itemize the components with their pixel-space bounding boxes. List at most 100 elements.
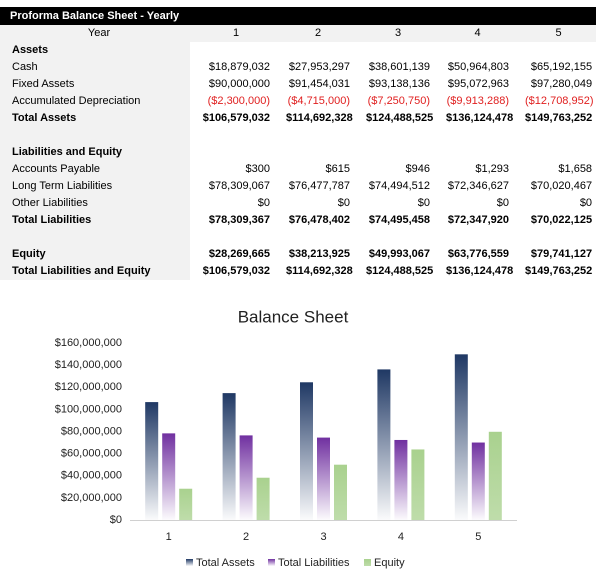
y-tick-label: $20,000,000 xyxy=(61,492,122,504)
cell-value: $27,953,297 xyxy=(288,61,350,73)
x-tick-label: 4 xyxy=(398,531,404,543)
row: Other Liabilities $0 $0 $0 $0 $0 xyxy=(0,195,596,212)
cell-value: $79,741,127 xyxy=(530,248,593,260)
cell-value: $76,478,402 xyxy=(288,214,350,226)
chart-title: Balance Sheet xyxy=(238,307,349,326)
row: Equity $28,269,665 $38,213,925 $49,993,067 $… xyxy=(0,246,596,263)
cell-value: $72,347,920 xyxy=(447,214,509,226)
cell-value: ($12,708,952) xyxy=(525,95,594,107)
cell-value: $106,579,032 xyxy=(202,265,270,277)
bar xyxy=(162,433,176,520)
bar xyxy=(239,435,253,520)
y-tick-label: $40,000,000 xyxy=(61,470,122,482)
bar xyxy=(394,439,408,520)
table-title: Proforma Balance Sheet - Yearly xyxy=(0,7,597,25)
cell-value: ($7,250,750) xyxy=(367,95,430,107)
header-row: Year 1 2 3 4 5 xyxy=(0,25,597,42)
balance-table: Proforma Balance Sheet - Yearly Year 1 2 3 4… xyxy=(0,7,597,280)
cell-value: $63,776,559 xyxy=(447,248,509,260)
cell-value: ($9,913,288) xyxy=(446,95,509,107)
bar xyxy=(471,442,485,520)
row: Fixed Assets $90,000,000 $91,454,031 $93,13… xyxy=(0,76,596,93)
cell-value: $0 xyxy=(257,197,270,209)
row-label: Accumulated Depreciation xyxy=(0,93,190,110)
y-tick-label: $100,000,000 xyxy=(55,403,122,415)
spacer-row xyxy=(0,229,596,246)
cell-value: $50,964,803 xyxy=(447,61,509,73)
cell-value: ($4,715,000) xyxy=(287,95,350,107)
x-tick-label: 3 xyxy=(320,531,326,543)
row-label: Total Liabilities xyxy=(0,212,190,229)
cell-value: $18,879,032 xyxy=(208,61,270,73)
cell-value: $149,763,252 xyxy=(525,112,593,124)
cell-value: $90,000,000 xyxy=(208,78,270,90)
cell-value: $0 xyxy=(496,197,509,209)
bar xyxy=(454,354,468,520)
row-label: Cash xyxy=(0,59,190,76)
cell-value: $1,658 xyxy=(558,163,593,175)
row-label: Total Assets xyxy=(0,110,190,127)
row: Accounts Payable $300 $615 $946 $1,293 $1,658 xyxy=(0,161,596,178)
row-label: Liabilities and Equity xyxy=(0,144,190,161)
cell-value: $124,488,525 xyxy=(366,112,434,124)
row: Total Liabilities and Equity $106,579,032… xyxy=(0,263,596,280)
cell-value: $74,495,458 xyxy=(368,214,430,226)
cell-value: $93,138,136 xyxy=(368,78,430,90)
cell-value: $70,022,125 xyxy=(530,214,593,226)
legend-label: Total Assets xyxy=(196,557,255,569)
cell-value: $136,124,478 xyxy=(446,112,514,124)
y-tick-label: $0 xyxy=(110,514,122,526)
year-header: 1 xyxy=(190,25,274,42)
row-label: Other Liabilities xyxy=(0,195,190,212)
row: Total Liabilities $78,309,367 $76,478,402 $… xyxy=(0,212,596,229)
cell-value: $149,763,252 xyxy=(525,265,593,277)
bar xyxy=(334,464,347,520)
cell-value: $74,494,512 xyxy=(368,180,430,192)
row-label: Assets xyxy=(0,42,190,59)
cell-value: $1,293 xyxy=(475,163,509,175)
cell-value: $106,579,032 xyxy=(202,112,270,124)
row: Cash $18,879,032 $27,953,297 $38,601,139 $50… xyxy=(0,59,596,76)
legend-swatch xyxy=(364,559,371,566)
row-label: Fixed Assets xyxy=(0,76,190,93)
cell-value: $78,309,367 xyxy=(208,214,270,226)
bar xyxy=(317,437,330,520)
x-tick-label: 1 xyxy=(166,531,172,543)
cell-value: $65,192,155 xyxy=(530,61,593,73)
y-tick-label: $80,000,000 xyxy=(61,425,122,437)
bar xyxy=(145,402,159,520)
cell-value: $0 xyxy=(417,197,430,209)
cell-value: $38,213,925 xyxy=(288,248,350,260)
year-header: 4 xyxy=(434,25,513,42)
bar xyxy=(179,488,193,520)
cell-value: $95,072,963 xyxy=(447,78,509,90)
title-row: Proforma Balance Sheet - Yearly xyxy=(0,7,597,25)
cell-value: $114,692,328 xyxy=(286,265,353,277)
row: Long Term Liabilities $78,309,067 $76,477,… xyxy=(0,178,596,195)
row: Total Assets $106,579,032 $114,692,328 $124… xyxy=(0,110,596,127)
year-header: 2 xyxy=(274,25,354,42)
spacer-row xyxy=(0,127,596,144)
row-label: Equity xyxy=(0,246,190,263)
cell-value: $91,454,031 xyxy=(288,78,350,90)
row-label: Accounts Payable xyxy=(0,161,190,178)
y-tick-label: $120,000,000 xyxy=(55,381,122,393)
year-header: 5 xyxy=(513,25,597,42)
cell-value: $76,477,787 xyxy=(288,180,350,192)
row: Liabilities and Equity xyxy=(0,144,596,161)
y-tick-label: $140,000,000 xyxy=(55,359,122,371)
cell-value: $300 xyxy=(245,163,270,175)
cell-value: $136,124,478 xyxy=(446,265,514,277)
x-tick-label: 5 xyxy=(475,531,481,543)
bar xyxy=(377,369,391,520)
row: Assets xyxy=(0,42,596,59)
cell-value: $124,488,525 xyxy=(366,265,434,277)
bar xyxy=(488,431,502,520)
row-label: Total Liabilities and Equity xyxy=(0,263,190,280)
cell-value: $70,020,467 xyxy=(530,180,593,192)
year-header: 3 xyxy=(354,25,434,42)
cell-value: $97,280,049 xyxy=(530,78,593,90)
y-tick-label: $160,000,000 xyxy=(55,337,122,349)
